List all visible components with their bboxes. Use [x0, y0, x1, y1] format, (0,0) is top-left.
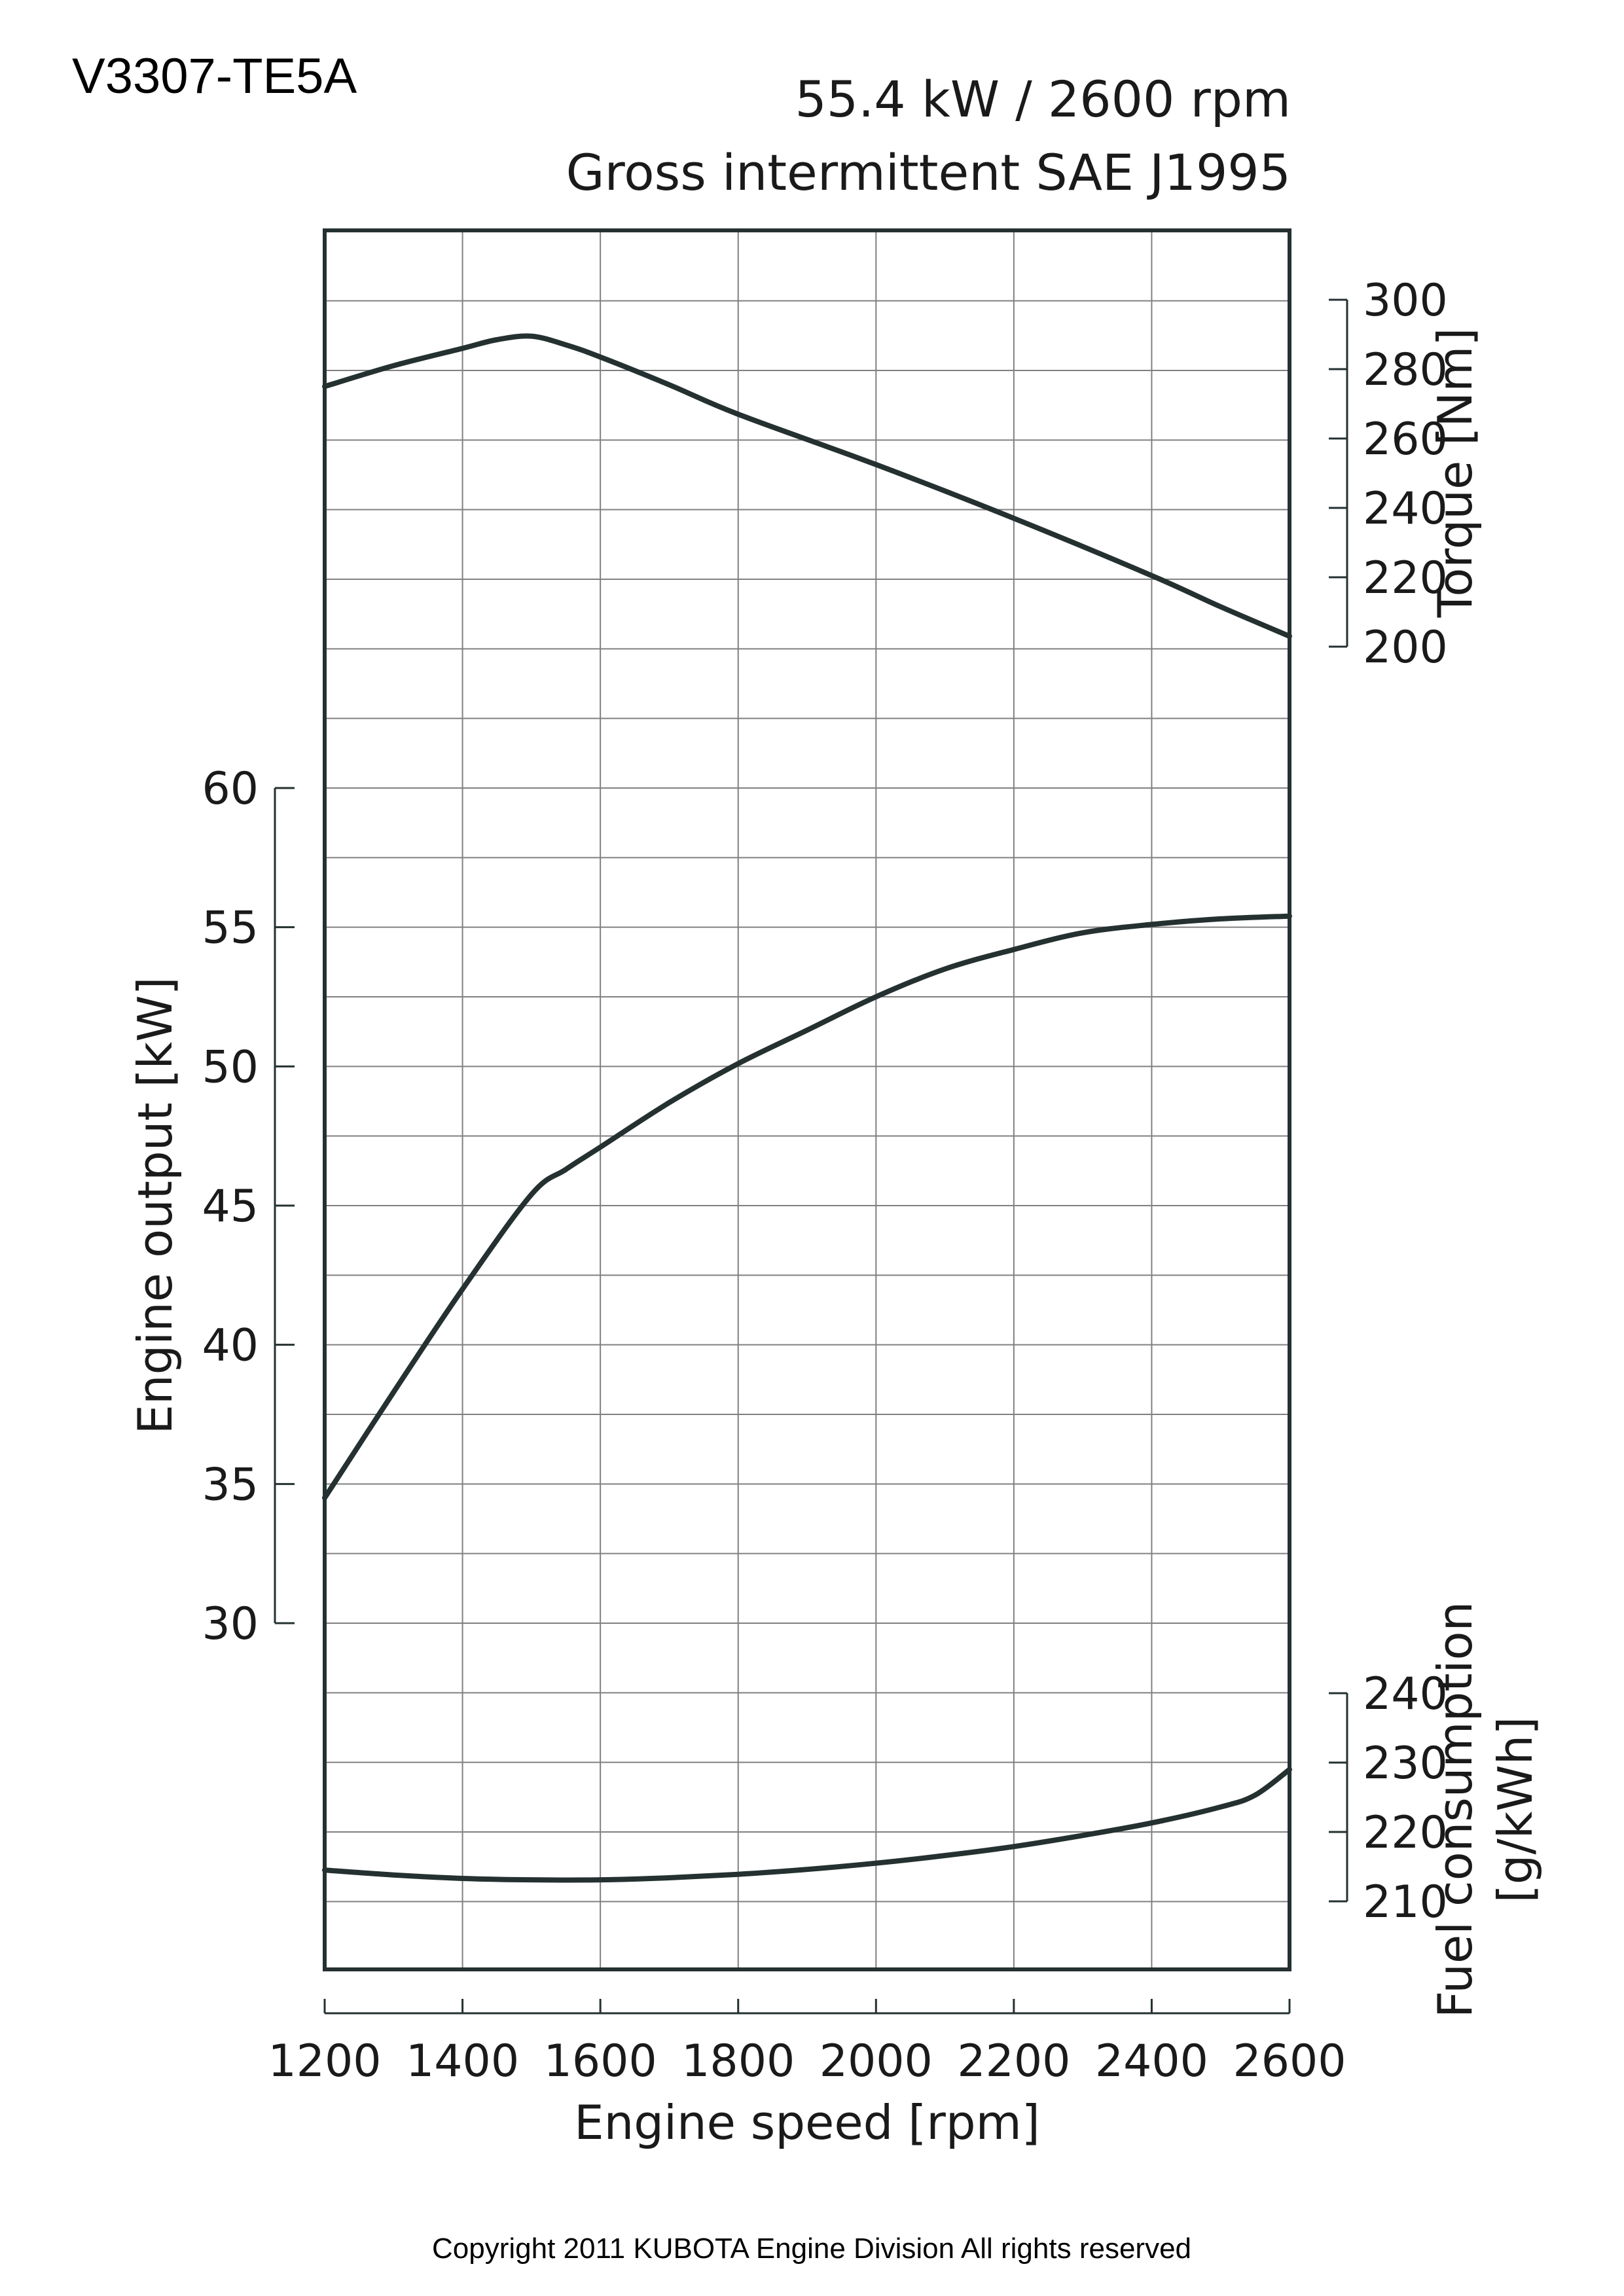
- output-tick-label: 40: [202, 1320, 259, 1372]
- output-tick-label: 50: [202, 1041, 259, 1093]
- chart-grid: [325, 230, 1290, 1969]
- fuel-tick-label: 240: [1363, 1668, 1448, 1720]
- torque-tick-label: 280: [1363, 344, 1448, 396]
- fuel-tick-label: 230: [1363, 1738, 1448, 1789]
- standard-line: Gross intermittent SAE J1995: [566, 143, 1291, 202]
- x-tick-label: 1200: [268, 2036, 381, 2087]
- output-axis-title: Engine output [kW]: [128, 977, 183, 1434]
- torque-tick-label: 200: [1363, 622, 1448, 673]
- x-tick-label: 1800: [681, 2036, 795, 2087]
- copyright-notice: Copyright 2011 KUBOTA Engine Division Al…: [432, 2233, 1191, 2265]
- x-tick-label: 1400: [406, 2036, 519, 2087]
- rating-line: 55.4 kW / 2600 rpm: [795, 70, 1291, 128]
- torque-tick-label: 260: [1363, 414, 1448, 465]
- output-tick-label: 35: [202, 1459, 259, 1511]
- x-tick-label: 2400: [1095, 2036, 1208, 2087]
- fuel-axis-title-line2: [g/kWh]: [1488, 1717, 1543, 1903]
- output-tick-label: 55: [202, 903, 259, 954]
- plot-frame: [323, 228, 1291, 1971]
- fuel-tick-label: 210: [1363, 1876, 1448, 1928]
- x-tick-label: 2000: [820, 2036, 933, 2087]
- fuel-consumption-curve: [322, 1767, 1292, 1883]
- x-tick-label: 2600: [1233, 2036, 1346, 2087]
- output-tick-label: 60: [202, 763, 259, 815]
- chart-axes: 1200 1400 1600 1800 2000 2200 2400 2600 30 35 40 45…: [202, 275, 1447, 2087]
- x-tick-label: 1600: [544, 2036, 657, 2087]
- torque-tick-label: 240: [1363, 483, 1448, 535]
- x-tick-label: 2200: [957, 2036, 1070, 2087]
- engine-output-curve: [322, 913, 1292, 1501]
- x-axis-title: Engine speed [rpm]: [574, 2095, 1040, 2150]
- model-name: V3307-TE5A: [72, 48, 357, 104]
- output-tick-label: 30: [202, 1598, 259, 1650]
- fuel-axis-title-line1: Fuel consumption: [1428, 1602, 1483, 2018]
- fuel-tick-label: 220: [1363, 1807, 1448, 1859]
- torque-tick-label: 220: [1363, 552, 1448, 604]
- torque-tick-label: 300: [1363, 275, 1448, 327]
- output-tick-label: 45: [202, 1181, 259, 1232]
- torque-curve: [322, 333, 1292, 639]
- torque-axis-title: Torque [Nm]: [1428, 328, 1483, 619]
- chart-curves: [322, 333, 1292, 1883]
